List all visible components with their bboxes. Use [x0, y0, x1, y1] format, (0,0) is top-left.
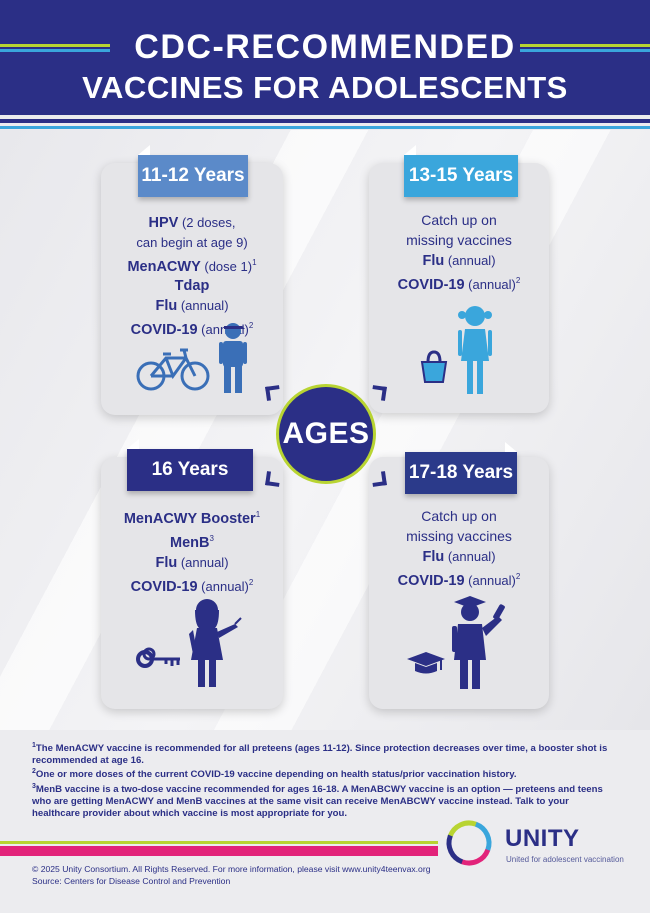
age-card-17-18	[369, 457, 549, 709]
age-card-13-15	[369, 163, 549, 413]
vaccine-name: Flu	[155, 554, 178, 571]
vaccine-note: missing vaccines	[406, 232, 512, 248]
age-card-16	[101, 457, 283, 709]
age-label: 17-18 Years	[408, 462, 514, 483]
girl-icon	[458, 306, 492, 394]
unity-logo-icon	[446, 820, 492, 866]
header-divider-accent	[0, 126, 650, 129]
age-tab-11-12: 11-12 Years	[138, 145, 248, 197]
vaccine-list-16: MenACWY Booster1 MenB3 Flu (annual) COVI…	[123, 510, 261, 595]
page-title-line2: VACCINES FOR ADOLESCENTS	[82, 70, 568, 105]
vaccine-note: Catch up on	[421, 508, 497, 524]
header-accent-right	[520, 44, 650, 47]
vaccine-note: Catch up on	[421, 212, 497, 228]
vaccine-name: MenACWY	[127, 258, 201, 275]
ages-label: AGES	[282, 417, 370, 450]
vaccine-name: COVID-19	[130, 321, 198, 338]
vaccine-name: Flu	[155, 297, 178, 314]
vaccine-list-11-12: HPV (2 doses, can begin at age 9) MenACW…	[127, 215, 257, 338]
header-accent-right-2	[520, 49, 650, 52]
vaccine-name: MenB	[170, 534, 210, 551]
vaccine-name: COVID-19	[397, 276, 465, 293]
vaccine-note: can begin at age 9)	[136, 235, 248, 250]
source: Source: Centers for Disease Control and …	[32, 876, 231, 886]
vaccine-name: COVID-19	[397, 572, 465, 589]
ages-circle: AGES	[276, 384, 376, 484]
footer-accent-bar	[0, 846, 438, 856]
footnote-2: 2One or more doses of the current COVID-…	[32, 768, 517, 781]
header-accent-left	[0, 44, 110, 47]
bicycle-icon	[136, 348, 210, 391]
copyright: © 2025 Unity Consortium. All Rights Rese…	[32, 864, 431, 874]
age-label: 13-15 Years	[408, 165, 514, 186]
vaccine-name: Flu	[422, 253, 445, 269]
ages-badge: AGES	[262, 382, 390, 488]
footer-accent-line	[0, 841, 438, 844]
page-title-line1: CDC-RECOMMENDED	[134, 28, 516, 66]
header-divider	[0, 119, 650, 123]
vaccine-list-17-18: Catch up on missing vaccines Flu (annual…	[397, 508, 521, 589]
footer-text: © 2025 Unity Consortium. All Rights Rese…	[32, 863, 430, 887]
unity-logo-tagline: United for adolescent vaccination	[506, 855, 624, 864]
vaccine-name: Flu	[422, 549, 445, 565]
header-accent-left-2	[0, 49, 110, 52]
graduation-cap-icon	[407, 652, 445, 674]
vaccine-list-13-15: Catch up on missing vaccines Flu (annual…	[397, 212, 521, 293]
teen-girl-icon	[189, 599, 242, 687]
age-label: 11-12 Years	[141, 165, 245, 186]
unity-logo-wordmark: UNITY	[505, 825, 580, 852]
corner-bracket	[265, 385, 281, 401]
age-label: 16 Years	[151, 459, 229, 480]
vaccine-note: missing vaccines	[406, 528, 512, 544]
age-tab-16: 16 Years	[127, 439, 253, 491]
vaccine-name: COVID-19	[130, 578, 198, 595]
age-tab-13-15: 13-15 Years	[404, 145, 518, 197]
corner-bracket	[265, 471, 281, 487]
graduate-icon	[452, 596, 505, 689]
corner-bracket	[371, 385, 387, 401]
boy-icon	[219, 323, 247, 393]
footnote-3: 3MenB vaccine is a two-dose vaccine reco…	[32, 783, 603, 820]
age-tab-17-18: 17-18 Years	[405, 442, 517, 494]
header-banner: CDC-RECOMMENDED VACCINES FOR ADOLESCENTS	[0, 0, 650, 115]
footnote-1: 1The MenACWY vaccine is recommended for …	[32, 742, 608, 767]
vaccine-name: Tdap	[174, 277, 210, 294]
car-keys-icon	[136, 647, 180, 668]
handbag-icon	[420, 350, 448, 383]
vaccine-name: HPV	[148, 215, 179, 231]
vaccine-name: MenACWY Booster	[123, 510, 256, 527]
corner-bracket	[371, 471, 387, 487]
